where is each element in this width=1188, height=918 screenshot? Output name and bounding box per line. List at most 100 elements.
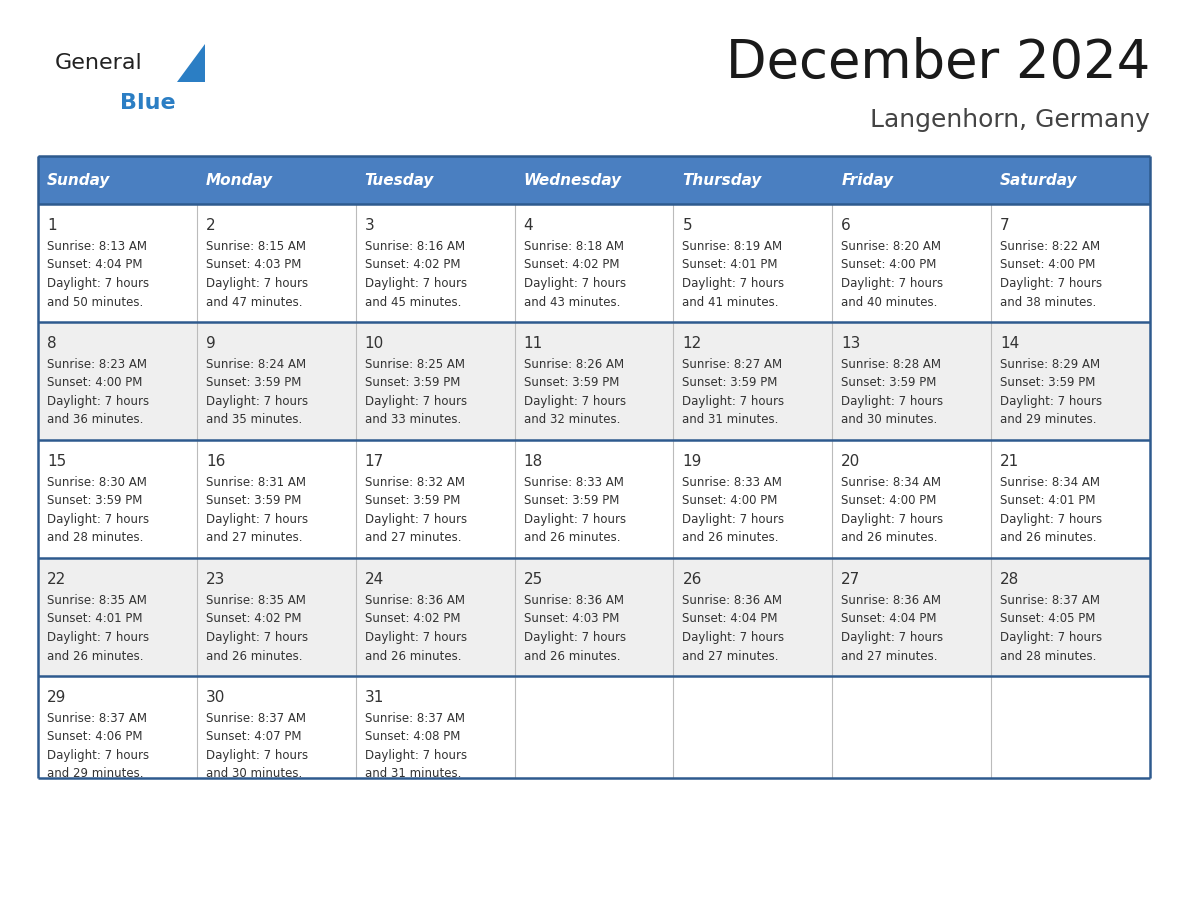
Text: 16: 16 (206, 454, 226, 469)
Text: 19: 19 (682, 454, 702, 469)
Text: and 35 minutes.: and 35 minutes. (206, 413, 302, 427)
Text: Sunrise: 8:37 AM: Sunrise: 8:37 AM (48, 712, 147, 725)
Text: Sunrise: 8:26 AM: Sunrise: 8:26 AM (524, 358, 624, 371)
Text: Daylight: 7 hours: Daylight: 7 hours (1000, 395, 1102, 408)
Text: and 28 minutes.: and 28 minutes. (1000, 650, 1097, 663)
Text: Sunset: 4:02 PM: Sunset: 4:02 PM (365, 259, 460, 272)
Text: Daylight: 7 hours: Daylight: 7 hours (682, 277, 784, 290)
Text: 29: 29 (48, 690, 67, 705)
Text: Sunset: 4:01 PM: Sunset: 4:01 PM (1000, 495, 1095, 508)
Text: 12: 12 (682, 336, 702, 351)
Bar (38, 156, 1150, 204)
Bar (38, 204, 1150, 322)
Text: and 36 minutes.: and 36 minutes. (48, 413, 144, 427)
Text: Sunset: 4:02 PM: Sunset: 4:02 PM (365, 612, 460, 625)
Text: Daylight: 7 hours: Daylight: 7 hours (365, 395, 467, 408)
Text: 23: 23 (206, 572, 226, 587)
Text: Daylight: 7 hours: Daylight: 7 hours (841, 513, 943, 526)
Text: Sunrise: 8:36 AM: Sunrise: 8:36 AM (365, 594, 465, 607)
Text: Daylight: 7 hours: Daylight: 7 hours (365, 631, 467, 644)
Text: Sunset: 4:02 PM: Sunset: 4:02 PM (524, 259, 619, 272)
Text: Daylight: 7 hours: Daylight: 7 hours (48, 749, 150, 762)
Text: Sunset: 4:05 PM: Sunset: 4:05 PM (1000, 612, 1095, 625)
Text: 8: 8 (48, 336, 57, 351)
Text: and 26 minutes.: and 26 minutes. (206, 650, 303, 663)
Bar (38, 322, 1150, 440)
Text: Daylight: 7 hours: Daylight: 7 hours (682, 395, 784, 408)
Text: and 43 minutes.: and 43 minutes. (524, 296, 620, 308)
Text: Daylight: 7 hours: Daylight: 7 hours (1000, 277, 1102, 290)
Text: Sunrise: 8:34 AM: Sunrise: 8:34 AM (841, 476, 941, 489)
Text: 10: 10 (365, 336, 384, 351)
Text: Sunrise: 8:24 AM: Sunrise: 8:24 AM (206, 358, 307, 371)
Text: Tuesday: Tuesday (365, 173, 434, 187)
Text: Wednesday: Wednesday (524, 173, 621, 187)
Text: and 26 minutes.: and 26 minutes. (682, 532, 779, 544)
Text: Sunrise: 8:30 AM: Sunrise: 8:30 AM (48, 476, 147, 489)
Text: Sunset: 4:00 PM: Sunset: 4:00 PM (1000, 259, 1095, 272)
Text: 7: 7 (1000, 218, 1010, 233)
Text: 30: 30 (206, 690, 226, 705)
Text: Sunset: 3:59 PM: Sunset: 3:59 PM (682, 376, 778, 389)
Text: Daylight: 7 hours: Daylight: 7 hours (48, 631, 150, 644)
Text: and 31 minutes.: and 31 minutes. (365, 767, 461, 780)
Text: Sunset: 3:59 PM: Sunset: 3:59 PM (1000, 376, 1095, 389)
Text: Saturday: Saturday (1000, 173, 1078, 187)
Text: 27: 27 (841, 572, 860, 587)
Text: Blue: Blue (120, 93, 176, 113)
Text: Monday: Monday (206, 173, 273, 187)
Text: Sunrise: 8:33 AM: Sunrise: 8:33 AM (682, 476, 783, 489)
Text: and 33 minutes.: and 33 minutes. (365, 413, 461, 427)
Text: Sunset: 3:59 PM: Sunset: 3:59 PM (365, 495, 460, 508)
Text: and 30 minutes.: and 30 minutes. (206, 767, 302, 780)
Text: 25: 25 (524, 572, 543, 587)
Text: Sunrise: 8:35 AM: Sunrise: 8:35 AM (206, 594, 305, 607)
Text: Daylight: 7 hours: Daylight: 7 hours (206, 513, 308, 526)
Text: and 26 minutes.: and 26 minutes. (524, 532, 620, 544)
Text: 11: 11 (524, 336, 543, 351)
Text: and 26 minutes.: and 26 minutes. (1000, 532, 1097, 544)
Text: 2: 2 (206, 218, 215, 233)
Polygon shape (177, 44, 206, 82)
Text: Sunrise: 8:32 AM: Sunrise: 8:32 AM (365, 476, 465, 489)
Text: Thursday: Thursday (682, 173, 762, 187)
Text: Sunset: 3:59 PM: Sunset: 3:59 PM (206, 376, 302, 389)
Text: and 45 minutes.: and 45 minutes. (365, 296, 461, 308)
Text: 20: 20 (841, 454, 860, 469)
Text: Sunset: 4:02 PM: Sunset: 4:02 PM (206, 612, 302, 625)
Bar (38, 440, 1150, 558)
Text: Daylight: 7 hours: Daylight: 7 hours (682, 631, 784, 644)
Text: and 26 minutes.: and 26 minutes. (365, 650, 461, 663)
Text: 9: 9 (206, 336, 215, 351)
Text: Sunrise: 8:36 AM: Sunrise: 8:36 AM (682, 594, 783, 607)
Text: and 27 minutes.: and 27 minutes. (841, 650, 937, 663)
Text: Sunrise: 8:19 AM: Sunrise: 8:19 AM (682, 240, 783, 253)
Text: Sunset: 4:04 PM: Sunset: 4:04 PM (682, 612, 778, 625)
Text: Langenhorn, Germany: Langenhorn, Germany (870, 108, 1150, 132)
Text: Sunrise: 8:36 AM: Sunrise: 8:36 AM (524, 594, 624, 607)
Text: Daylight: 7 hours: Daylight: 7 hours (841, 631, 943, 644)
Bar (38, 676, 1150, 778)
Text: Sunset: 4:00 PM: Sunset: 4:00 PM (682, 495, 778, 508)
Text: Daylight: 7 hours: Daylight: 7 hours (48, 395, 150, 408)
Text: Sunrise: 8:34 AM: Sunrise: 8:34 AM (1000, 476, 1100, 489)
Text: 21: 21 (1000, 454, 1019, 469)
Text: 3: 3 (365, 218, 374, 233)
Text: Sunrise: 8:22 AM: Sunrise: 8:22 AM (1000, 240, 1100, 253)
Text: and 32 minutes.: and 32 minutes. (524, 413, 620, 427)
Text: 15: 15 (48, 454, 67, 469)
Text: 4: 4 (524, 218, 533, 233)
Text: Daylight: 7 hours: Daylight: 7 hours (206, 631, 308, 644)
Text: Sunrise: 8:37 AM: Sunrise: 8:37 AM (365, 712, 465, 725)
Bar (38, 558, 1150, 676)
Text: Sunset: 4:00 PM: Sunset: 4:00 PM (841, 495, 936, 508)
Text: Sunrise: 8:37 AM: Sunrise: 8:37 AM (1000, 594, 1100, 607)
Text: Sunrise: 8:33 AM: Sunrise: 8:33 AM (524, 476, 624, 489)
Text: and 29 minutes.: and 29 minutes. (48, 767, 144, 780)
Text: and 41 minutes.: and 41 minutes. (682, 296, 779, 308)
Text: Daylight: 7 hours: Daylight: 7 hours (48, 513, 150, 526)
Text: Sunset: 3:59 PM: Sunset: 3:59 PM (524, 376, 619, 389)
Text: 18: 18 (524, 454, 543, 469)
Text: Sunday: Sunday (48, 173, 110, 187)
Text: Daylight: 7 hours: Daylight: 7 hours (365, 277, 467, 290)
